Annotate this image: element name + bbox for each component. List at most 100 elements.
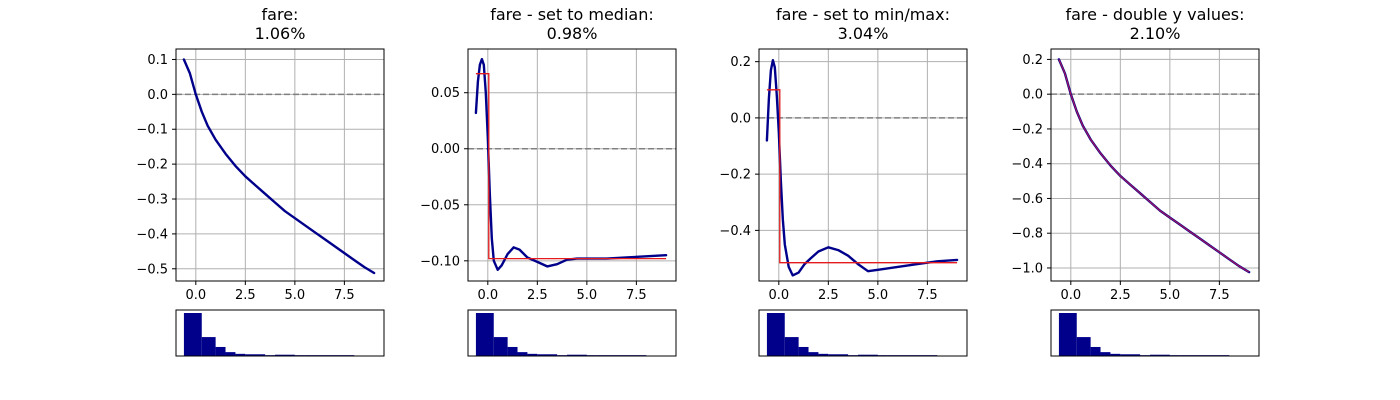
panel-title-line-2: 1.06% [255, 24, 306, 43]
histogram-bar [1110, 353, 1121, 356]
histogram-bar [1090, 346, 1101, 356]
histogram-bar [225, 352, 236, 356]
y-tick-label: −0.1 [136, 123, 168, 138]
histogram-bar [183, 313, 202, 356]
binned-step-line [766, 89, 958, 264]
y-tick-label: 0.05 [431, 86, 460, 101]
x-tick-label: 7.5 [1209, 288, 1230, 303]
histogram-bar [507, 346, 518, 356]
x-tick-label: 2.5 [527, 288, 548, 303]
histogram-bar [808, 352, 819, 356]
histogram-bar [245, 354, 266, 356]
axes-frame [467, 48, 677, 282]
y-tick-label: 0.0 [730, 111, 751, 126]
y-tick-label: −0.10 [420, 254, 460, 269]
histogram-bar [818, 353, 829, 356]
effect-curve [474, 57, 668, 271]
panel-fare-double-y-values: fare - double y values: 2.10% 0.0 2.5 5.0 7… [1011, 5, 1260, 357]
panel-fare: fare: 1.06% 0.0 2.5 5.0 7.5 0.1 0.0 −0.1 −0.2 −0… [136, 5, 385, 357]
histogram-frame [758, 309, 968, 357]
y-tick-label: 0.0 [147, 88, 168, 103]
binned-step-line [475, 73, 667, 260]
histogram-bar [235, 353, 246, 356]
x-tick-label: 0.0 [768, 288, 789, 303]
y-tick-label: −0.4 [1011, 157, 1043, 172]
histogram-frame [1050, 309, 1260, 357]
y-tick-label: 0.1 [147, 53, 168, 68]
histogram-bar [1150, 354, 1170, 356]
line-plot: 0.0 2.5 5.0 7.5 0.1 0.0 −0.1 −0.2 −0.3 −0.4 −0.5 [136, 48, 385, 303]
panel-title-line-1: fare - set to median: [490, 5, 654, 24]
histogram-frame [467, 309, 677, 357]
histogram-bar [1058, 313, 1077, 356]
histogram-bar [766, 313, 785, 356]
y-tick-label: −0.4 [719, 224, 751, 239]
histogram-frame [175, 309, 385, 357]
histogram-bar [475, 313, 494, 356]
y-tick-label: −0.5 [136, 262, 168, 277]
histogram [467, 309, 677, 357]
histogram [758, 309, 968, 357]
histogram-bar [517, 352, 528, 356]
histogram-bar [537, 354, 558, 356]
effect-curve [182, 58, 376, 275]
line-plot: 0.0 2.5 5.0 7.5 0.2 0.0 −0.2 −0.4 [719, 48, 968, 303]
histogram [1050, 309, 1260, 357]
histogram-bar [527, 353, 538, 356]
panel-title-line-1: fare - set to min/max: [776, 5, 950, 24]
x-tick-label: 7.5 [626, 288, 647, 303]
x-tick-label: 7.5 [334, 288, 355, 303]
x-tick-label: 0.0 [477, 288, 498, 303]
y-tick-label: 0.2 [730, 55, 751, 70]
panel-title-line-1: fare: [262, 5, 299, 24]
panel-title-line-2: 3.04% [838, 24, 889, 43]
panel-title-line-2: 0.98% [547, 24, 598, 43]
histogram [175, 309, 385, 357]
axes-frame [758, 48, 968, 282]
y-tick-label: −0.3 [136, 193, 168, 208]
histogram-bar [1100, 352, 1111, 356]
x-tick-label: 5.0 [1160, 288, 1181, 303]
y-tick-label: −0.05 [420, 198, 460, 213]
x-tick-label: 2.5 [235, 288, 256, 303]
x-tick-label: 5.0 [577, 288, 598, 303]
x-tick-label: 7.5 [917, 288, 938, 303]
histogram-bar [1120, 354, 1141, 356]
x-tick-label: 5.0 [285, 288, 306, 303]
y-tick-label: −1.0 [1011, 261, 1043, 276]
panel-title-line-2: 2.10% [1130, 24, 1181, 43]
y-tick-label: −0.8 [1011, 227, 1043, 242]
histogram-bar [493, 337, 508, 356]
overlay-line [1058, 59, 1250, 273]
x-tick-label: 0.0 [1060, 288, 1081, 303]
y-tick-label: −0.2 [136, 158, 168, 173]
axes-frame [1050, 48, 1260, 282]
histogram-bar [275, 354, 295, 356]
histogram-bar [784, 337, 799, 356]
y-tick-label: 0.2 [1022, 53, 1043, 68]
panel-title-line-1: fare - double y values: [1065, 5, 1244, 24]
histogram-bar [798, 346, 809, 356]
line-plot: 0.0 2.5 5.0 7.5 0.2 0.0 −0.2 −0.4 −0.6 −0.8 −1.0 [1011, 48, 1260, 303]
y-tick-label: −0.2 [719, 168, 751, 183]
x-tick-label: 2.5 [1110, 288, 1131, 303]
y-tick-label: 0.00 [431, 142, 460, 157]
x-tick-label: 5.0 [868, 288, 889, 303]
y-tick-label: −0.2 [1011, 122, 1043, 137]
panel-fare-set-to-min-max: fare - set to min/max: 3.04% 0.0 2.5 5.0 7.… [719, 5, 968, 357]
line-plot: 0.0 2.5 5.0 7.5 0.05 0.00 −0.05 −0.10 [420, 48, 677, 303]
histogram-bar [215, 346, 226, 356]
histogram-bar [858, 354, 878, 356]
panel-fare-set-to-median: fare - set to median: 0.98% 0.0 2.5 5.0 7.5… [420, 5, 677, 357]
histogram-bar [567, 354, 587, 356]
x-tick-label: 0.0 [185, 288, 206, 303]
y-tick-label: −0.4 [136, 227, 168, 242]
effect-curve [765, 59, 959, 277]
axes-frame [175, 48, 385, 282]
y-tick-label: −0.6 [1011, 192, 1043, 207]
histogram-bar [828, 354, 849, 356]
histogram-bar [201, 337, 216, 356]
histogram-bar [1076, 337, 1091, 356]
y-tick-label: 0.0 [1022, 88, 1043, 103]
